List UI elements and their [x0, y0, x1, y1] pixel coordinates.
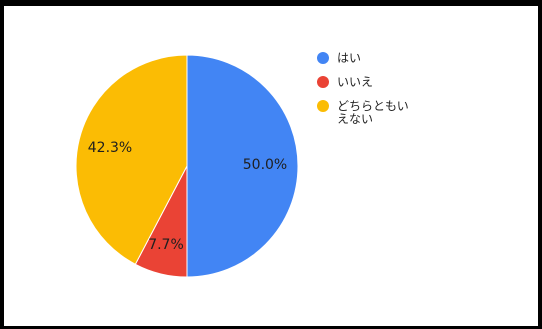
legend-marker-1	[317, 76, 329, 88]
pie-slices	[75, 54, 299, 278]
pie-slice-label-2: 42.3%	[88, 140, 132, 156]
legend-label-2: どちらともいえない	[337, 99, 409, 126]
pie-slice-label-0: 50.0%	[243, 157, 287, 173]
pie-slice-2	[75, 54, 188, 265]
legend-label-1: いいえ	[337, 75, 373, 89]
pie-slice-labels: 50.0% 7.7% 42.3%	[88, 140, 287, 253]
legend-label-0: はい	[337, 51, 361, 65]
legend-marker-2	[317, 100, 329, 112]
pie-slice-0	[186, 54, 299, 278]
legend-marker-0	[317, 52, 329, 64]
pie-slice-label-1: 7.7%	[148, 237, 184, 253]
